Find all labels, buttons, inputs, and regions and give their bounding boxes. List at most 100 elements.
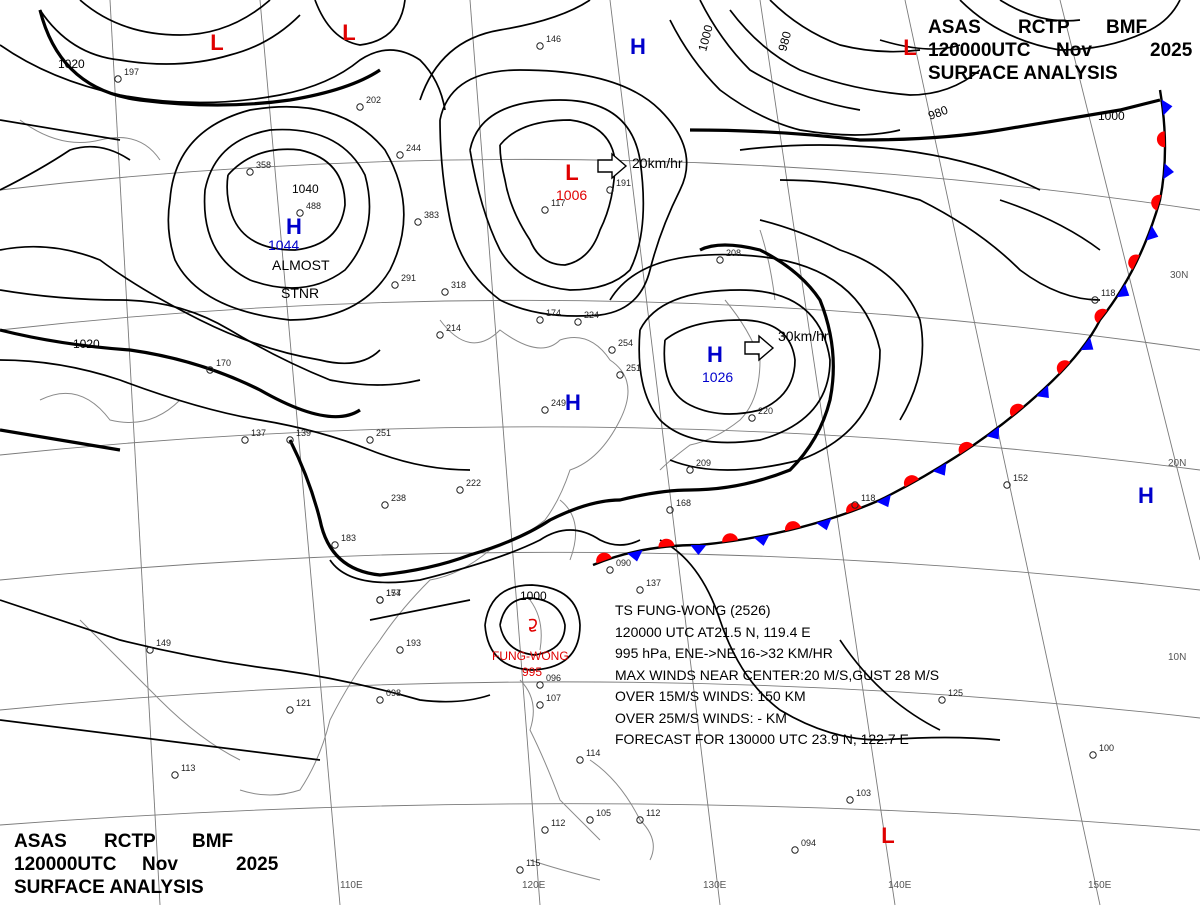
motion-annotations: ALMOST STNR 20km/hr 30km/hr (272, 155, 829, 344)
station-pressure: 112 (551, 818, 565, 828)
warm-front-mark (903, 475, 919, 488)
low-motion-label: 20km/hr (632, 155, 683, 171)
station-circle (286, 706, 294, 714)
stationary-front (592, 89, 1174, 567)
station-circle (938, 696, 946, 704)
cold-front-mark (1146, 225, 1159, 241)
station-pressure: 170 (216, 358, 231, 368)
station-pressure: 208 (726, 248, 741, 258)
station-circle (296, 209, 304, 217)
cold-front-mark (1036, 385, 1049, 399)
station-circle (616, 371, 624, 379)
station-circle (286, 436, 294, 444)
station-pressure: 117 (551, 198, 565, 208)
station-circle (241, 436, 249, 444)
station-pressure: 383 (424, 210, 439, 220)
high-pressure-value-1026: 1026 (702, 369, 733, 385)
low-center-l4: L (565, 160, 578, 185)
grid-labels: 30N 20N 10N 110E 120E 130E 140E 150E (340, 270, 1188, 891)
header-bottom-left: ASAS RCTP BMF 120000UTC Nov 2025 SURFACE ANA… (14, 830, 278, 899)
warm-front-mark (1094, 308, 1108, 324)
station-circle (516, 866, 524, 874)
station-circle (536, 316, 544, 324)
header-top-right: ASAS RCTP BMF 120000UTC Nov 2025 SURFACE ANA… (928, 16, 1192, 85)
station-circle (114, 75, 122, 83)
station-circle (666, 506, 674, 514)
station-pressure: 139 (296, 428, 311, 438)
low-center-l3: L (903, 35, 916, 60)
station-circle (791, 846, 799, 854)
station-pressure: 197 (124, 67, 139, 77)
station-pressure: 249 (551, 398, 566, 408)
station-circle (1003, 481, 1011, 489)
cold-front-mark (690, 544, 707, 555)
station-circle (606, 186, 614, 194)
high-motion-arrow (744, 334, 775, 362)
low-pressure-value: 1006 (556, 187, 587, 203)
header-year: 2025 (1150, 40, 1193, 61)
station-circle (586, 816, 594, 824)
station-pressure: 118 (861, 493, 875, 503)
station-circle (414, 218, 422, 226)
typhoon-info: TS FUNG-WONG (2526) 120000 UTC AT21.5 N,… (615, 600, 939, 751)
cold-front-mark (876, 494, 891, 508)
station-circle (1089, 751, 1097, 759)
isobar-label: 1000 (520, 589, 547, 603)
station-pressure: 115 (526, 858, 540, 868)
station-circle (331, 541, 339, 549)
high-center-h5: H (1138, 483, 1154, 508)
station-pressure: 149 (156, 638, 171, 648)
station-circle (636, 586, 644, 594)
typhoon-info-line: OVER 15M/S WINDS: 150 KM (615, 688, 806, 704)
lat-label: 10N (1168, 652, 1186, 663)
central-pressures: 1006 1044 1026 (268, 187, 733, 385)
station-plots (114, 42, 1099, 874)
high-motion-label: 30km/hr (778, 328, 829, 344)
isobars-main (0, 9, 1161, 577)
cold-front-mark (816, 518, 832, 531)
typhoon-pressure-label: 995 (522, 665, 542, 679)
station-pressure: 107 (546, 693, 561, 703)
station-pressure: 090 (616, 558, 631, 568)
pressure-centers: L L L L L H H H H H (210, 20, 1154, 848)
cold-front-mark (932, 462, 947, 476)
station-pressure: 222 (466, 478, 481, 488)
isobar-labels: 1020 1020 1040 1000 980 980 1000 1000 (58, 23, 1125, 603)
station-pressure: 177 (386, 588, 401, 598)
station-circle (748, 414, 756, 422)
warm-front-mark (785, 521, 801, 532)
cold-front-mark (1116, 283, 1130, 298)
station-pressure: 174 (546, 308, 561, 318)
station-circle (541, 826, 549, 834)
station-circle (536, 42, 544, 50)
station-pressure: 251 (376, 428, 391, 438)
typhoon-info-line: 120000 UTC AT21.5 N, 119.4 E (615, 623, 811, 640)
station-circle (541, 206, 549, 214)
station-pressure: 146 (546, 34, 561, 44)
station-circle (376, 596, 384, 604)
lon-label: 140E (888, 880, 912, 891)
station-circle (1091, 296, 1099, 304)
high-center-h3: H (565, 390, 581, 415)
station-circle (436, 331, 444, 339)
station-circle (396, 646, 404, 654)
station-pressure: 220 (758, 406, 773, 416)
station-values: 146 197 202 244 358 488 383 291 214 174 224 318 170 1… (124, 34, 1115, 868)
high-pressure-value-1044: 1044 (268, 237, 299, 253)
header-month: Nov (1056, 40, 1092, 61)
header-station: RCTP (1018, 17, 1070, 38)
station-circle (171, 771, 179, 779)
isobar-label: 1040 (292, 182, 319, 196)
typhoon-info-line: TS FUNG-WONG (2526) (615, 602, 771, 618)
station-pressure: 183 (341, 533, 356, 543)
station-pressure: 118 (1101, 288, 1115, 298)
high-center-h4: H (707, 342, 723, 367)
coastlines (19, 119, 776, 881)
isobar-label: 1000 (695, 23, 716, 53)
station-circle (456, 486, 464, 494)
station-circle (851, 501, 859, 509)
station-circle (146, 646, 154, 654)
cold-front-mark (1161, 99, 1173, 116)
warm-front-mark (722, 533, 739, 543)
